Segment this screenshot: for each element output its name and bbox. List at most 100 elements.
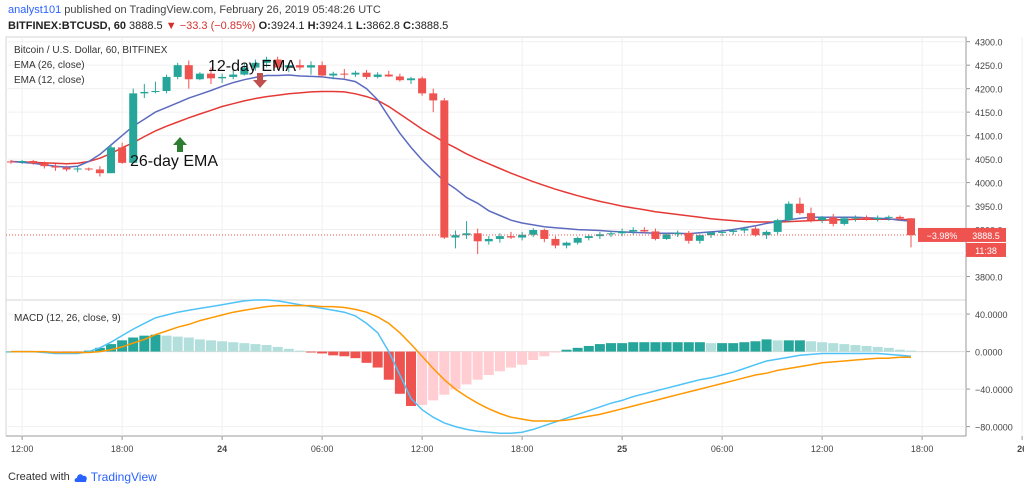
macd-histogram-bar bbox=[628, 342, 639, 352]
macd-histogram-bar bbox=[461, 351, 472, 385]
candle-down bbox=[95, 169, 104, 174]
macd-histogram-bar bbox=[483, 351, 494, 376]
macd-histogram-bar bbox=[239, 343, 250, 352]
candle-up bbox=[629, 230, 638, 232]
candle-down bbox=[651, 231, 660, 239]
change-pct-badge bbox=[918, 227, 966, 242]
candle-down bbox=[207, 73, 215, 79]
candle-up bbox=[851, 217, 860, 219]
candle-down bbox=[362, 72, 371, 77]
macd-histogram-bar bbox=[739, 342, 750, 352]
macd-histogram-bar bbox=[117, 340, 128, 352]
candle-up bbox=[107, 147, 115, 174]
price-tick-label: 4300.0 bbox=[975, 38, 1003, 48]
macd-histogram-bar bbox=[250, 344, 261, 352]
macd-histogram-bar bbox=[672, 342, 683, 352]
signal-line bbox=[11, 304, 911, 422]
macd-histogram-bar bbox=[506, 351, 516, 368]
macd-histogram-bar bbox=[172, 336, 183, 352]
macd-histogram-bar bbox=[150, 334, 161, 352]
candle-up bbox=[262, 59, 271, 63]
macd-legend: MACD (12, 26, close, 9) bbox=[14, 311, 121, 326]
annotation-26-day-ema: 26-day EMA bbox=[130, 153, 218, 170]
author-link[interactable]: analyst101 bbox=[8, 4, 62, 16]
time-tick-label: 18:00 bbox=[511, 444, 534, 454]
macd-histogram-bar bbox=[428, 351, 439, 401]
candle-down bbox=[862, 217, 871, 220]
candle-down bbox=[340, 73, 349, 75]
candle-up bbox=[662, 234, 671, 239]
low-label: L: bbox=[355, 20, 367, 32]
macd-histogram-bar bbox=[350, 351, 361, 359]
candle-down bbox=[807, 213, 815, 221]
time-tick-label: 12:00 bbox=[811, 444, 834, 454]
candle-down bbox=[29, 160, 38, 164]
candle-down bbox=[84, 168, 93, 170]
candle-down bbox=[907, 218, 915, 236]
macd-histogram-bar bbox=[528, 351, 539, 361]
candle-up bbox=[529, 230, 538, 235]
candle-down bbox=[551, 238, 560, 246]
time-tick-label: 06:00 bbox=[311, 444, 334, 454]
macd-histogram-bar bbox=[106, 344, 116, 352]
candle-up bbox=[484, 238, 493, 242]
publish-text: published on TradingView.com, February 2… bbox=[64, 4, 381, 16]
candle-down bbox=[429, 93, 438, 101]
macd-histogram-bar bbox=[606, 343, 616, 352]
macd-histogram-bar bbox=[728, 343, 739, 352]
candle-down bbox=[295, 65, 304, 68]
countdown-badge bbox=[966, 242, 1006, 257]
candle-up bbox=[462, 233, 471, 236]
change-pct-label: −3.98% bbox=[927, 231, 958, 241]
macd-histogram-bar bbox=[550, 351, 561, 353]
macd-histogram-bar bbox=[183, 337, 194, 352]
candles bbox=[7, 56, 915, 254]
candle-up bbox=[307, 65, 315, 68]
macd-histogram-bar bbox=[561, 349, 572, 352]
time-tick-label: 12:00 bbox=[11, 444, 34, 454]
legend-title: Bitcoin / U.S. Dollar, 60, BITFINEX bbox=[14, 45, 168, 56]
candle-up bbox=[695, 235, 704, 241]
macd-histogram-bar bbox=[694, 342, 705, 352]
candle-down bbox=[273, 59, 282, 68]
candle-up bbox=[173, 65, 182, 77]
macd-tick-label: 0.0000 bbox=[975, 348, 1003, 358]
open-value: 3924.1 bbox=[270, 20, 305, 32]
close-label: C: bbox=[403, 20, 415, 32]
macd-histogram-bar bbox=[894, 349, 905, 352]
candle-up bbox=[151, 91, 160, 93]
ema12-line bbox=[10, 74, 912, 235]
macd-histogram-bar bbox=[306, 351, 316, 353]
price-tick-label: 3950.0 bbox=[975, 202, 1003, 212]
price-tick-label: 3800.0 bbox=[975, 273, 1003, 283]
candle-up bbox=[329, 73, 338, 76]
macd-histogram-bar bbox=[206, 340, 216, 352]
macd-histogram-bar bbox=[539, 351, 550, 357]
candle-up bbox=[251, 62, 260, 68]
macd-histogram-bar bbox=[394, 351, 405, 394]
legend-ema26: EMA (26, close) bbox=[14, 60, 85, 71]
price-tick-label: 4000.0 bbox=[975, 179, 1003, 189]
macd-histogram-bar bbox=[361, 351, 372, 363]
candle-down bbox=[751, 228, 760, 236]
price-change: −33.3 (−0.85%) bbox=[179, 20, 256, 32]
candle-down bbox=[507, 236, 515, 238]
candle-down bbox=[395, 76, 404, 81]
candle-up bbox=[729, 230, 738, 232]
candle-down bbox=[895, 216, 904, 219]
candle-up bbox=[373, 74, 382, 77]
arrow-up-icon bbox=[173, 137, 187, 152]
macd-histogram-bar bbox=[806, 341, 816, 352]
tradingview-logo[interactable]: TradingView bbox=[74, 470, 157, 484]
candle-up bbox=[618, 231, 627, 234]
macd-histogram-bar bbox=[706, 343, 716, 352]
macd-histogram-bar bbox=[194, 339, 205, 352]
macd-histogram-bar bbox=[639, 342, 650, 352]
macd-line bbox=[11, 299, 912, 434]
macd-histogram-bar bbox=[594, 344, 605, 352]
macd-histogram-bar bbox=[861, 345, 872, 352]
candle-up bbox=[407, 78, 415, 81]
macd-histogram-bar bbox=[494, 351, 505, 372]
legend-ema12: EMA (12, close) bbox=[14, 75, 85, 86]
